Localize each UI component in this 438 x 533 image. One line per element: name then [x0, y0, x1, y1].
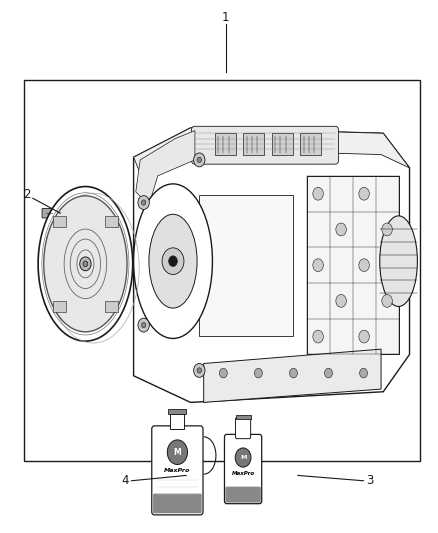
Circle shape	[194, 153, 205, 167]
Bar	[105, 301, 118, 312]
Circle shape	[235, 448, 251, 467]
Bar	[24, 80, 420, 461]
Circle shape	[138, 318, 149, 332]
Circle shape	[80, 257, 91, 271]
Bar	[53, 301, 66, 312]
Circle shape	[83, 261, 88, 266]
Ellipse shape	[38, 187, 133, 341]
Bar	[243, 133, 264, 155]
Circle shape	[313, 330, 323, 343]
Circle shape	[336, 223, 346, 236]
Text: M: M	[240, 455, 246, 460]
Circle shape	[359, 259, 369, 271]
Circle shape	[138, 196, 149, 209]
Ellipse shape	[380, 216, 417, 306]
Text: 2: 2	[23, 188, 31, 201]
FancyBboxPatch shape	[191, 126, 339, 164]
Circle shape	[169, 256, 177, 266]
Bar	[53, 216, 66, 227]
FancyBboxPatch shape	[152, 426, 203, 515]
Polygon shape	[134, 128, 410, 402]
Circle shape	[325, 368, 332, 378]
FancyBboxPatch shape	[42, 259, 56, 269]
Circle shape	[360, 368, 367, 378]
Text: M: M	[173, 448, 181, 457]
Bar	[199, 195, 293, 336]
Text: 1: 1	[222, 11, 230, 23]
Text: 3: 3	[367, 474, 374, 487]
Polygon shape	[134, 128, 410, 173]
FancyBboxPatch shape	[226, 487, 261, 503]
FancyBboxPatch shape	[42, 232, 56, 242]
FancyBboxPatch shape	[225, 434, 262, 504]
FancyBboxPatch shape	[236, 417, 251, 439]
Circle shape	[197, 157, 201, 163]
Circle shape	[313, 187, 323, 200]
Circle shape	[359, 187, 369, 200]
Circle shape	[141, 322, 146, 328]
Bar	[300, 133, 321, 155]
Circle shape	[194, 364, 205, 377]
Circle shape	[162, 248, 184, 274]
Text: MaxPro: MaxPro	[164, 468, 191, 473]
Circle shape	[141, 200, 146, 205]
Polygon shape	[204, 349, 381, 402]
FancyBboxPatch shape	[153, 494, 201, 513]
Bar	[169, 409, 186, 414]
Polygon shape	[136, 131, 195, 205]
FancyBboxPatch shape	[42, 284, 56, 294]
Ellipse shape	[134, 184, 212, 338]
Circle shape	[290, 368, 297, 378]
Ellipse shape	[44, 196, 127, 332]
Circle shape	[382, 223, 392, 236]
Bar	[236, 415, 251, 419]
FancyBboxPatch shape	[42, 208, 56, 218]
Bar	[215, 133, 236, 155]
Circle shape	[254, 368, 262, 378]
Bar	[307, 176, 399, 354]
Circle shape	[313, 259, 323, 271]
Circle shape	[382, 294, 392, 307]
Ellipse shape	[149, 214, 197, 308]
Bar	[105, 216, 118, 227]
Circle shape	[197, 368, 201, 373]
Bar	[272, 133, 293, 155]
Circle shape	[167, 440, 187, 464]
Circle shape	[359, 330, 369, 343]
Circle shape	[219, 368, 227, 378]
Text: 4: 4	[121, 474, 129, 487]
Bar	[170, 414, 184, 429]
Circle shape	[336, 294, 346, 307]
Text: MaxPro: MaxPro	[232, 471, 254, 476]
